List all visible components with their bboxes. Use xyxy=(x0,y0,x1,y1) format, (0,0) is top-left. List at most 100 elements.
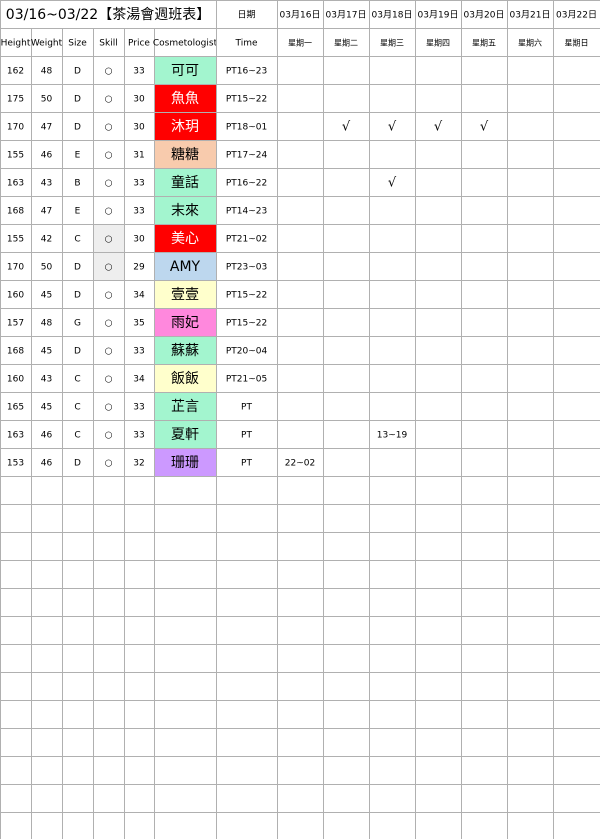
weekday: 星期一 xyxy=(288,39,312,48)
size-cell xyxy=(62,364,94,393)
day-entry-cell xyxy=(415,420,462,449)
day-entry-cell xyxy=(369,140,416,169)
day-entry-cell xyxy=(277,84,324,113)
empty-cell xyxy=(124,672,155,701)
day-entry-cell xyxy=(277,308,324,337)
size: B xyxy=(74,179,80,189)
empty-cell xyxy=(93,756,125,785)
empty-cell xyxy=(415,560,462,589)
column-header-cell xyxy=(154,28,217,57)
skill: ○ xyxy=(105,179,113,189)
day-entry-cell xyxy=(277,392,324,421)
price-cell xyxy=(124,252,155,281)
day-entry-cell xyxy=(461,252,508,281)
weight: 45 xyxy=(41,403,52,413)
column-header: Time xyxy=(234,39,257,49)
empty-cell xyxy=(216,504,278,533)
day-entry-cell xyxy=(507,196,554,225)
empty-cell xyxy=(323,588,370,617)
column-header: Price xyxy=(128,39,150,49)
empty-cell xyxy=(154,616,217,645)
cosmetologist-name: 芷言 xyxy=(171,399,199,415)
price-cell xyxy=(124,84,155,113)
empty-cell xyxy=(216,560,278,589)
empty-cell xyxy=(62,812,94,839)
day-entry-cell xyxy=(323,364,370,393)
day-entry-cell xyxy=(277,112,324,141)
empty-cell xyxy=(553,476,600,505)
day-entry-cell xyxy=(461,280,508,309)
day-entry-cell xyxy=(323,56,370,85)
weight: 50 xyxy=(41,95,53,105)
empty-cell xyxy=(216,728,278,757)
empty-cell xyxy=(216,588,278,617)
day-entry-cell xyxy=(369,364,416,393)
empty-cell xyxy=(323,812,370,839)
shift-time-cell xyxy=(216,252,278,281)
day-entry-cell xyxy=(415,84,462,113)
day-entry-cell xyxy=(369,84,416,113)
date: 03月19日 xyxy=(418,10,459,21)
empty-cell xyxy=(553,560,600,589)
day-entry-cell xyxy=(461,392,508,421)
day-entry-cell xyxy=(323,280,370,309)
empty-cell xyxy=(461,812,508,839)
day-entry-cell xyxy=(507,280,554,309)
empty-cell xyxy=(93,728,125,757)
column-header-cell xyxy=(93,28,125,57)
skill-cell xyxy=(93,420,125,449)
price: 32 xyxy=(133,459,144,469)
skill: ○ xyxy=(105,431,113,441)
day-entry-cell xyxy=(277,168,324,197)
date: 03月18日 xyxy=(372,10,413,21)
empty-cell xyxy=(507,672,554,701)
day-entry-cell xyxy=(415,364,462,393)
empty-cell xyxy=(553,672,600,701)
empty-cell xyxy=(154,560,217,589)
empty-cell xyxy=(553,784,600,813)
day-entry-cell xyxy=(323,84,370,113)
price: 33 xyxy=(133,207,144,217)
size-cell xyxy=(62,308,94,337)
empty-cell xyxy=(507,756,554,785)
weight-cell xyxy=(31,252,63,281)
day-entry-cell xyxy=(461,308,508,337)
day-entry: √ xyxy=(434,120,443,135)
empty-cell xyxy=(369,560,416,589)
empty-cell xyxy=(507,504,554,533)
empty-cell xyxy=(507,476,554,505)
day-entry-cell xyxy=(507,252,554,281)
price: 35 xyxy=(133,319,144,329)
day-entry-cell xyxy=(415,392,462,421)
empty-cell xyxy=(216,812,278,839)
day-entry-cell xyxy=(415,168,462,197)
empty-cell xyxy=(62,756,94,785)
height-cell xyxy=(0,420,32,449)
cosmetologist-name-cell xyxy=(154,168,217,197)
empty-cell xyxy=(0,532,32,561)
day-entry-cell xyxy=(277,280,324,309)
empty-cell xyxy=(124,616,155,645)
empty-cell xyxy=(369,588,416,617)
empty-cell xyxy=(31,560,63,589)
day-entry-cell xyxy=(415,196,462,225)
date: 03月16日 xyxy=(280,10,321,21)
empty-cell xyxy=(124,784,155,813)
height: 160 xyxy=(7,375,24,385)
cosmetologist-name: 雨妃 xyxy=(171,315,199,331)
day-entry-cell xyxy=(277,140,324,169)
empty-cell xyxy=(31,476,63,505)
day-entry-cell xyxy=(461,336,508,365)
day-entry-cell xyxy=(323,308,370,337)
empty-cell xyxy=(93,616,125,645)
shift-time-cell xyxy=(216,224,278,253)
empty-cell xyxy=(553,644,600,673)
price: 33 xyxy=(133,347,144,357)
empty-cell xyxy=(124,504,155,533)
shift-time: PT xyxy=(241,431,252,441)
cosmetologist-name-cell xyxy=(154,392,217,421)
weekday: 星期二 xyxy=(334,39,358,48)
empty-cell xyxy=(154,672,217,701)
shift-time: PT16~23 xyxy=(226,67,267,77)
weight: 46 xyxy=(41,431,53,441)
